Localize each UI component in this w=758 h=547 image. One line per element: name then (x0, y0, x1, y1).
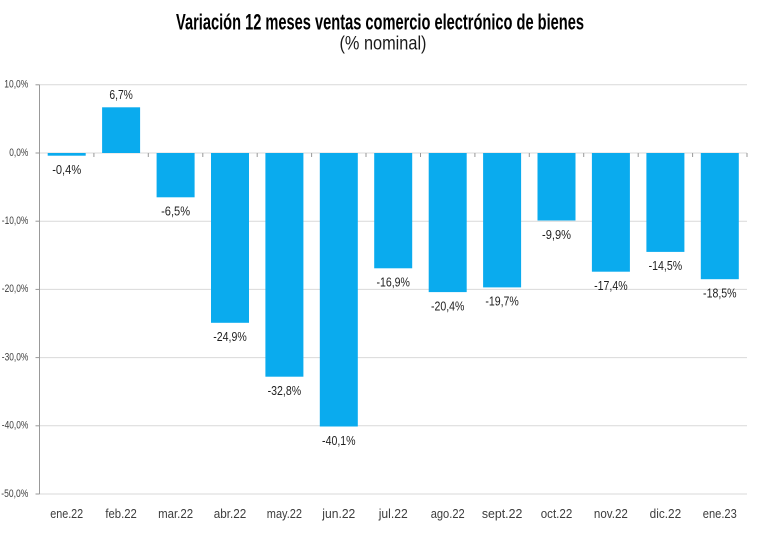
svg-text:0,0%: 0,0% (9, 147, 28, 159)
svg-text:mar.22: mar.22 (158, 506, 193, 521)
svg-text:-40,1%: -40,1% (322, 433, 356, 448)
svg-text:-24,9%: -24,9% (213, 329, 247, 344)
svg-text:-17,4%: -17,4% (594, 278, 628, 293)
svg-text:-9,9%: -9,9% (542, 227, 571, 242)
svg-text:dic.22: dic.22 (650, 506, 682, 521)
svg-text:-30,0%: -30,0% (2, 351, 29, 363)
svg-text:-50,0%: -50,0% (1, 488, 28, 500)
svg-text:-18,5%: -18,5% (703, 286, 737, 301)
svg-text:Variación 12 meses ventas come: Variación 12 meses ventas comercio elect… (176, 9, 584, 34)
svg-text:6,7%: 6,7% (109, 87, 133, 102)
svg-text:jul.22: jul.22 (378, 506, 408, 521)
svg-text:-14,5%: -14,5% (649, 258, 683, 273)
svg-text:feb.22: feb.22 (105, 506, 137, 521)
svg-text:-20,4%: -20,4% (431, 298, 465, 313)
svg-text:ene.22: ene.22 (50, 506, 83, 521)
svg-text:10,0%: 10,0% (4, 79, 28, 91)
svg-text:nov.22: nov.22 (594, 506, 628, 521)
svg-text:sept.22: sept.22 (482, 506, 523, 521)
svg-text:-0,4%: -0,4% (52, 162, 81, 177)
svg-text:abr.22: abr.22 (214, 506, 247, 521)
svg-text:-16,9%: -16,9% (376, 275, 410, 290)
svg-text:-6,5%: -6,5% (161, 204, 190, 219)
svg-text:ene.23: ene.23 (703, 506, 737, 521)
svg-text:-10,0%: -10,0% (2, 215, 29, 227)
svg-text:oct.22: oct.22 (541, 506, 573, 521)
svg-text:jun.22: jun.22 (321, 506, 355, 521)
svg-text:-32,8%: -32,8% (268, 383, 302, 398)
svg-text:-19,7%: -19,7% (485, 294, 519, 309)
svg-text:may.22: may.22 (267, 506, 302, 521)
svg-text:ago.22: ago.22 (431, 506, 465, 521)
svg-text:(% nominal): (% nominal) (340, 33, 427, 54)
svg-text:-20,0%: -20,0% (2, 283, 29, 295)
svg-text:-40,0%: -40,0% (2, 420, 29, 432)
